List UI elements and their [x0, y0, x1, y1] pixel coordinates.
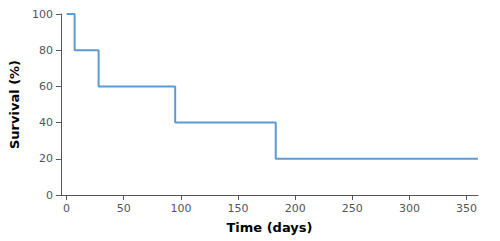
svg-text:40: 40 [39, 116, 53, 129]
svg-text:250: 250 [342, 202, 363, 215]
svg-text:0: 0 [63, 202, 70, 215]
svg-text:200: 200 [285, 202, 306, 215]
svg-text:20: 20 [39, 152, 53, 165]
svg-text:0: 0 [46, 189, 53, 202]
svg-text:Time (days): Time (days) [226, 220, 312, 235]
svg-text:80: 80 [39, 44, 53, 57]
svg-text:60: 60 [39, 80, 53, 93]
svg-text:100: 100 [32, 8, 53, 21]
svg-text:300: 300 [399, 202, 420, 215]
svg-text:Survival (%): Survival (%) [7, 60, 22, 149]
svg-text:150: 150 [228, 202, 249, 215]
svg-text:50: 50 [117, 202, 131, 215]
svg-text:350: 350 [456, 202, 477, 215]
svg-text:100: 100 [170, 202, 191, 215]
